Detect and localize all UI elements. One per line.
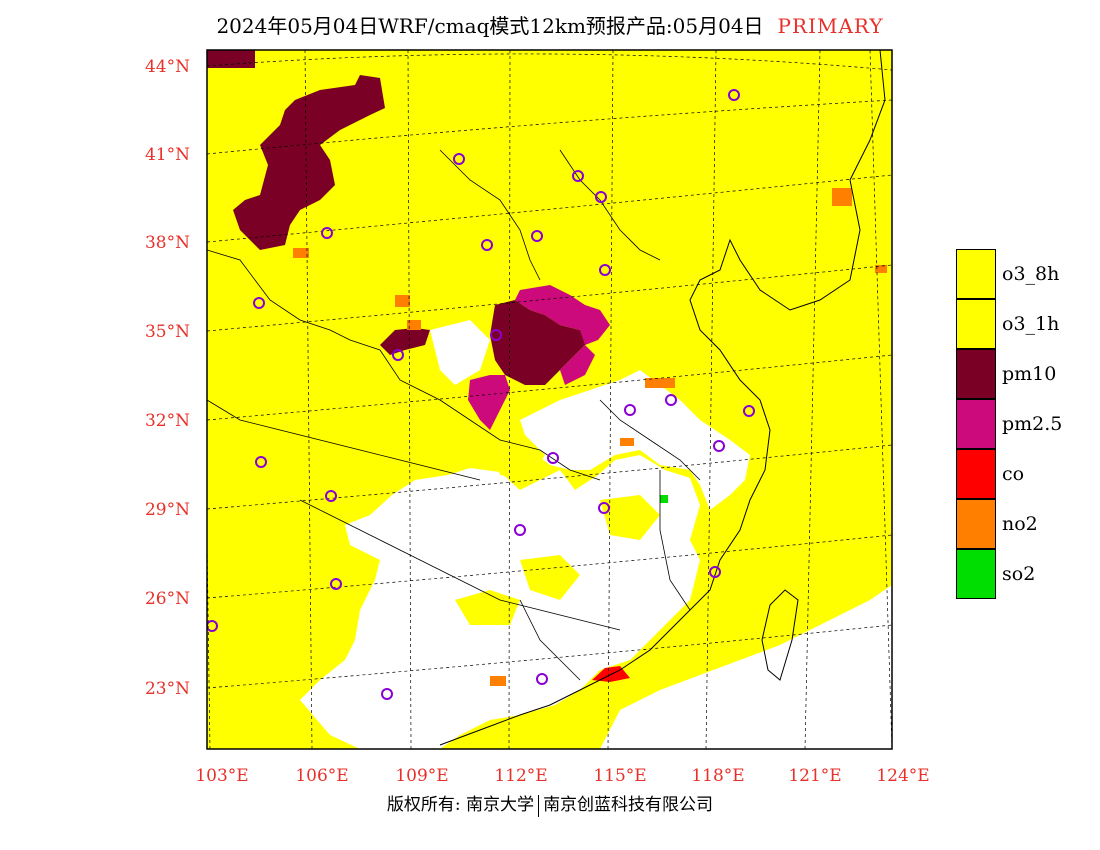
o3-island-2 (520, 555, 580, 600)
pm10-inner-mongolia (233, 75, 385, 250)
station-marker (709, 566, 721, 578)
lat-label: 41°N (145, 145, 190, 165)
copyright-footer: 版权所有: 南京大学 南京创蓝科技有限公司 (0, 790, 1100, 817)
no2-patch (490, 676, 506, 686)
title-text: 2024年05月04日WRF/cmaq模式12km预报产品:05月04日 (216, 14, 764, 38)
station-marker (453, 153, 465, 165)
lon-label: 124°E (876, 766, 929, 786)
lat-label: 23°N (145, 679, 190, 699)
lon-label: 115°E (593, 766, 646, 786)
lon-label: 112°E (494, 766, 547, 786)
copyright-owner: 版权所有: 南京大学 (386, 795, 535, 815)
pm25-east (560, 345, 595, 385)
primary-tag: PRIMARY (777, 14, 884, 38)
station-marker (392, 349, 404, 361)
legend-label: o3_1h (1002, 313, 1060, 335)
station-marker (330, 578, 342, 590)
no2-patch (875, 265, 887, 273)
copyright-company: 南京创蓝科技有限公司 (543, 795, 714, 815)
legend-label: co (1002, 463, 1025, 485)
lat-label: 38°N (145, 233, 190, 253)
legend-swatch (956, 549, 996, 599)
clean-area-sea (600, 585, 892, 749)
station-marker (536, 673, 548, 685)
o3-island-sea (265, 700, 305, 749)
station-marker (531, 230, 543, 242)
station-marker (321, 227, 333, 239)
lat-label: 32°N (145, 411, 190, 431)
no2-patch (832, 188, 852, 206)
station-marker (665, 394, 677, 406)
station-marker (598, 502, 610, 514)
station-marker (325, 490, 337, 502)
legend-label: o3_8h (1002, 263, 1060, 285)
clean-area-gansu (430, 320, 490, 385)
station-marker (253, 297, 265, 309)
pm25-north-china (515, 285, 610, 345)
legend-swatch (956, 499, 996, 549)
pm25-hubei (468, 375, 510, 430)
lon-label: 103°E (195, 766, 248, 786)
legend-swatch (956, 449, 996, 499)
station-marker (595, 191, 607, 203)
station-marker (728, 89, 740, 101)
coastline (439, 50, 886, 746)
station-marker (572, 170, 584, 182)
lat-label: 29°N (145, 500, 190, 520)
longitude-labels: 103°E 106°E 109°E 112°E 115°E 118°E 121°… (195, 766, 929, 786)
pm10-henan (490, 300, 590, 385)
lon-label: 106°E (295, 766, 348, 786)
no2-patch (645, 378, 675, 388)
no2-patch (620, 438, 634, 446)
station-marker (743, 405, 755, 417)
station-marker (207, 620, 218, 632)
station-marker (624, 404, 636, 416)
legend-label: pm10 (1002, 363, 1057, 385)
station-marker (547, 452, 559, 464)
latitude-labels: 44°N 41°N 38°N 35°N 32°N 29°N 26°N 23°N (145, 57, 190, 699)
legend-label: no2 (1002, 513, 1038, 535)
footer-separator (538, 794, 540, 817)
o3-island-4 (490, 430, 545, 480)
lat-label: 44°N (145, 57, 190, 77)
no2-patch (407, 320, 421, 330)
so2-patch (660, 495, 668, 503)
legend-swatch (956, 349, 996, 399)
station-marker (381, 688, 393, 700)
no2-patch (395, 295, 410, 307)
station-marker (481, 239, 493, 251)
map-frame (206, 49, 893, 750)
map-title: 2024年05月04日WRF/cmaq模式12km预报产品:05月04日 PRIM… (0, 10, 1100, 39)
station-marker (490, 329, 502, 341)
lon-label: 118°E (691, 766, 744, 786)
graticule (207, 50, 892, 749)
o3-island-3 (600, 495, 660, 540)
station-marker (599, 264, 611, 276)
station-markers (207, 89, 755, 700)
legend-label: so2 (1002, 563, 1036, 585)
station-marker (514, 524, 526, 536)
station-marker (255, 456, 267, 468)
map-plot-area (207, 50, 892, 749)
o3-island-1 (455, 590, 520, 625)
station-marker (713, 440, 725, 452)
lat-label: 26°N (145, 589, 190, 609)
lat-label: 35°N (145, 322, 190, 342)
no2-patch (293, 248, 309, 258)
lon-label: 121°E (788, 766, 841, 786)
clean-area-central (520, 370, 750, 510)
legend-swatch (956, 249, 996, 299)
taiwan-outline (761, 589, 799, 681)
legend-swatch (956, 399, 996, 449)
lon-label: 109°E (395, 766, 448, 786)
legend-swatch (956, 299, 996, 349)
pm10-shaanxi (380, 328, 430, 355)
legend-label: pm2.5 (1002, 413, 1063, 435)
